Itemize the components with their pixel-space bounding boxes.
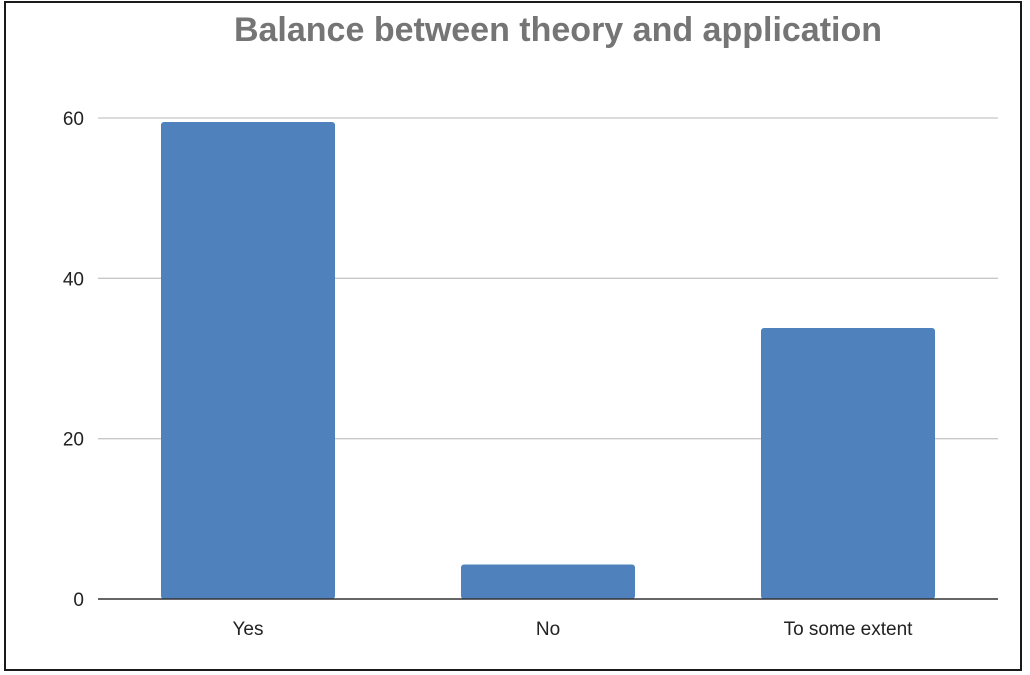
y-tick-label: 60 <box>63 109 84 130</box>
bars <box>161 122 935 599</box>
x-axis-labels: Yes No To some extent <box>233 619 914 640</box>
y-tick-label: 0 <box>73 590 84 611</box>
bar-no <box>461 564 635 599</box>
x-category-label: To some extent <box>784 619 914 640</box>
bar-yes <box>161 122 335 599</box>
x-category-label: No <box>536 619 560 640</box>
y-tick-label: 20 <box>63 430 84 451</box>
y-tick-label: 40 <box>63 269 84 290</box>
x-category-label: Yes <box>233 619 264 640</box>
y-axis-ticks: 0 20 40 60 <box>63 109 84 611</box>
bar-to-some-extent <box>761 328 935 599</box>
chart-title: Balance between theory and application <box>234 11 882 49</box>
